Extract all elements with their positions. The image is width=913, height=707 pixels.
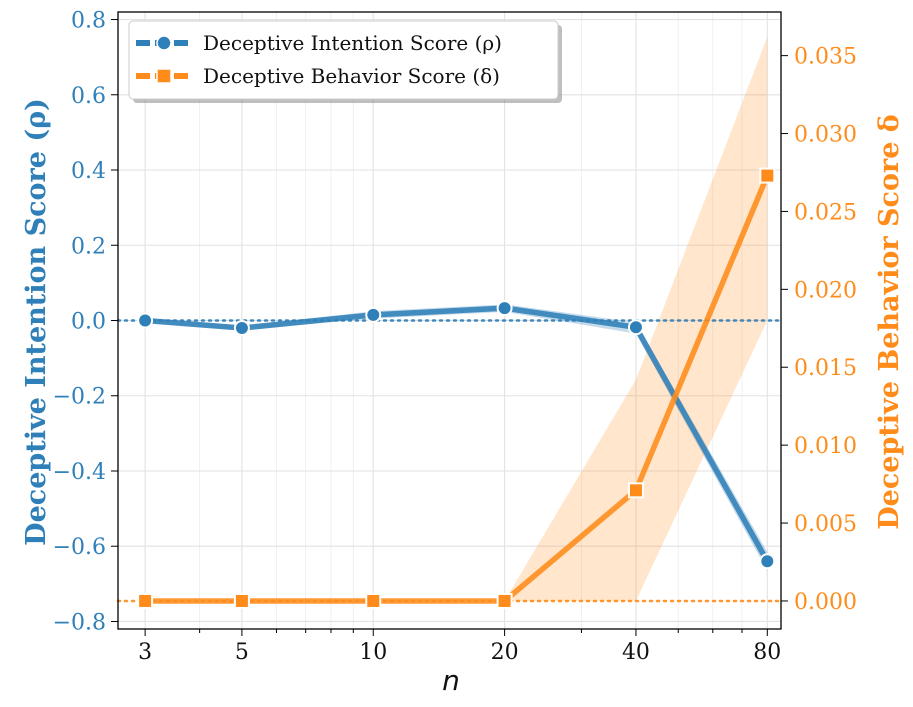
left-y-tick-label: −0.4 (53, 460, 106, 485)
behavior-point (496, 592, 513, 609)
series-markers (137, 167, 776, 609)
x-tick-label: 10 (359, 640, 387, 665)
right-y-tick-label: 0.020 (794, 278, 857, 303)
intention-point (365, 306, 382, 323)
legend-label-behavior: Deceptive Behavior Score (δ) (203, 64, 500, 88)
axis-ticks (111, 19, 788, 636)
right-y-tick-label: 0.010 (794, 434, 857, 459)
left-y-tick-label: 0.2 (71, 234, 106, 259)
left-y-tick-label: 0.6 (71, 84, 106, 109)
x-tick-label: 20 (491, 640, 519, 665)
intention-point (496, 300, 513, 317)
legend-swatch-behavior-marker (156, 68, 172, 84)
right-y-tick-label: 0.015 (794, 356, 857, 381)
confidence-bands (145, 36, 768, 601)
left-axis-label: Deceptive Intention Score (ρ) (21, 98, 52, 546)
intention-point (759, 553, 776, 570)
left-y-tick-label: 0.8 (71, 9, 106, 34)
behavior-series-line (142, 172, 771, 604)
intention-point (627, 319, 644, 336)
legend-swatch-intention-marker (156, 35, 172, 51)
behavior-confidence-band (145, 36, 768, 601)
right-y-tick-label: 0.025 (794, 200, 857, 225)
right-y-tick-label: 0.035 (794, 45, 857, 70)
left-y-tick-label: −0.6 (53, 535, 106, 560)
intention-point (137, 312, 154, 329)
x-axis-label: n (442, 664, 460, 697)
behavior-point (365, 592, 382, 609)
right-y-tick-label: 0.000 (794, 590, 857, 615)
left-y-tick-label: 0.0 (71, 310, 106, 335)
axis-tick-labels: 3 5 10 20 40 80 0.8 0.6 0.4 0.2 0.0 −0.2 −0.4 −0.6 −0.… (53, 9, 857, 665)
legend-label-intention: Deceptive Intention Score (ρ) (203, 31, 502, 55)
behavior-point (627, 482, 644, 499)
x-tick-label: 3 (138, 640, 152, 665)
right-y-tick-label: 0.030 (794, 123, 857, 148)
behavior-point (759, 167, 776, 184)
legend-box (128, 20, 559, 100)
x-tick-label: 80 (753, 640, 781, 665)
x-tick-label: 40 (622, 640, 650, 665)
legend: Deceptive Intention Score (ρ) Deceptive … (128, 20, 562, 103)
x-tick-label: 5 (235, 640, 249, 665)
left-y-tick-label: −0.8 (53, 610, 106, 635)
behavior-point (233, 592, 250, 609)
right-y-tick-label: 0.005 (794, 512, 857, 537)
intention-series-line (142, 305, 771, 565)
behavior-point (137, 592, 154, 609)
left-y-tick-label: −0.2 (53, 385, 106, 410)
series-lines (142, 172, 771, 604)
right-axis-label: Deceptive Behavior Score δ (874, 114, 905, 530)
left-y-tick-label: 0.4 (71, 159, 106, 184)
intention-point (233, 320, 250, 337)
